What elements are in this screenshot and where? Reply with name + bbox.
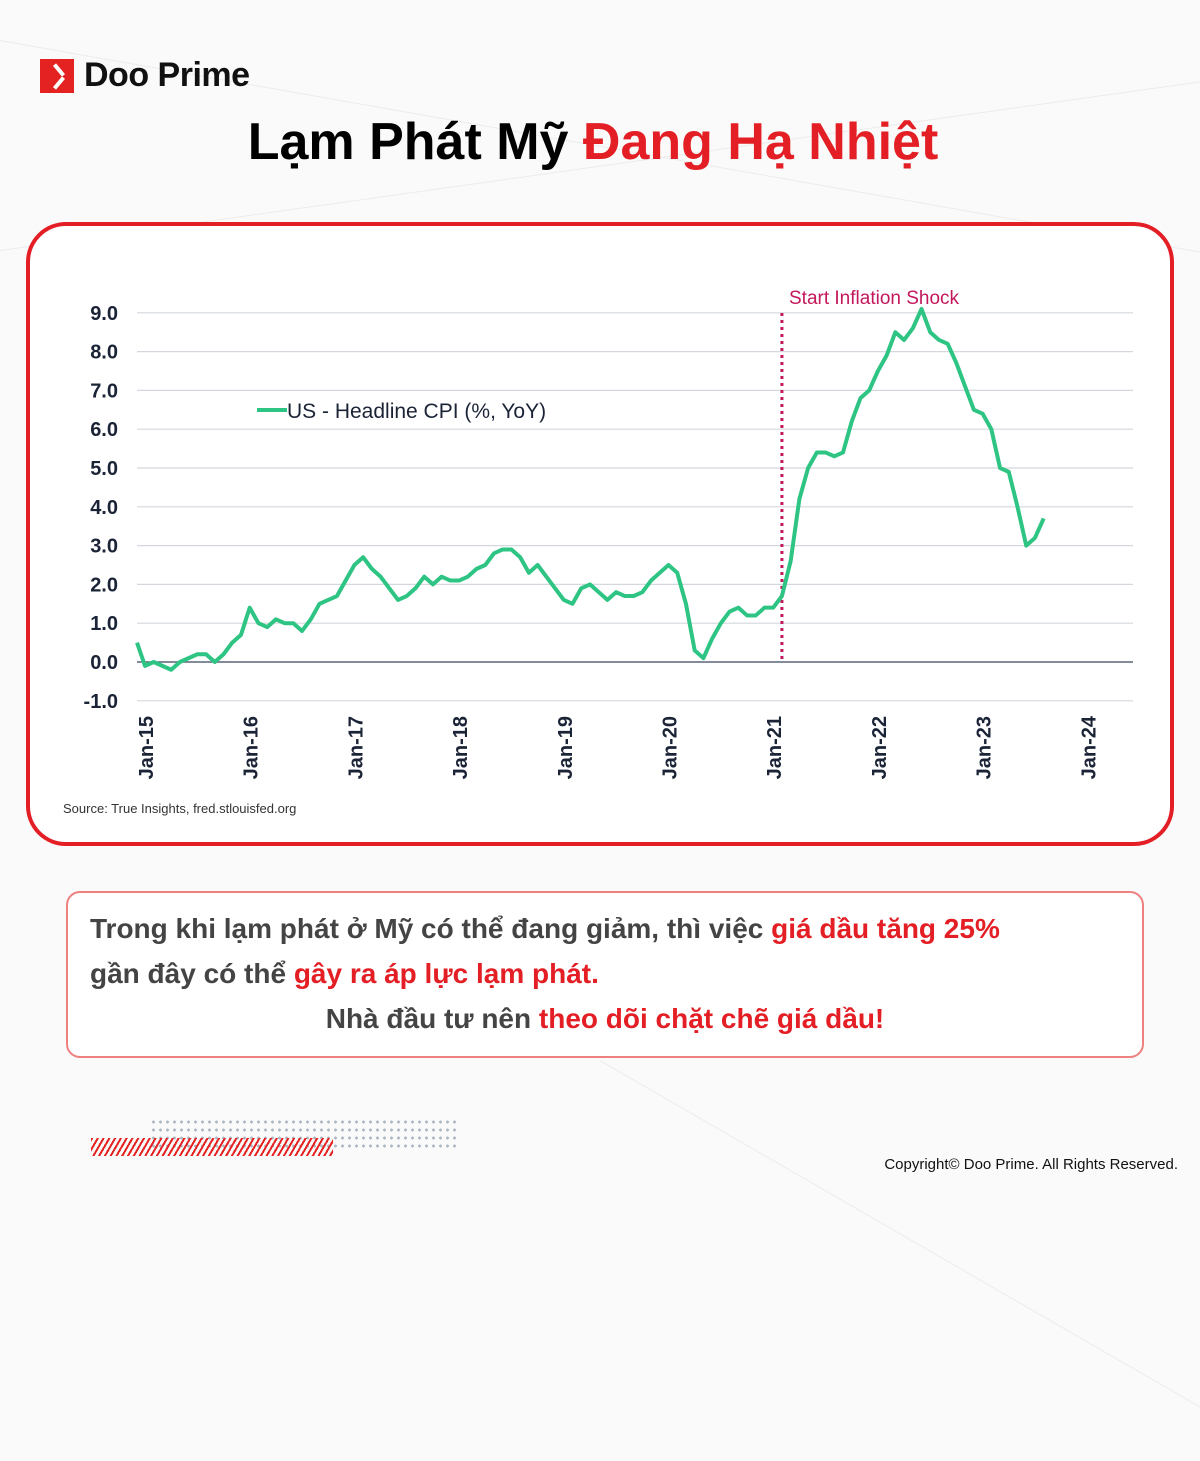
decorative-hatch bbox=[91, 1138, 333, 1156]
x-tick-label: Jan-22 bbox=[869, 716, 891, 779]
x-tick-label: Jan-20 bbox=[660, 716, 682, 779]
x-tick-label: Jan-17 bbox=[345, 716, 367, 779]
x-tick-label: Jan-24 bbox=[1078, 715, 1100, 779]
legend-label: US - Headline CPI (%, YoY) bbox=[287, 400, 546, 423]
x-tick-label: Jan-15 bbox=[136, 716, 158, 779]
message-line-1: Trong khi lạm phát ở Mỹ có thể đang giảm… bbox=[90, 913, 1000, 945]
y-tick-label: 0.0 bbox=[90, 652, 118, 674]
copyright: Copyright© Doo Prime. All Rights Reserve… bbox=[884, 1156, 1178, 1173]
y-tick-label: 3.0 bbox=[90, 536, 118, 558]
x-tick-label: Jan-18 bbox=[450, 716, 472, 779]
message-line-3: Nhà đầu tư nên theo dõi chặt chẽ giá dầu… bbox=[68, 1003, 1142, 1035]
message-text: Trong khi lạm phát ở Mỹ có thể đang giảm… bbox=[90, 913, 771, 944]
y-tick-label: 6.0 bbox=[90, 419, 118, 441]
y-tick-label: 8.0 bbox=[90, 342, 118, 364]
annotation-label: Start Inflation Shock bbox=[789, 288, 960, 309]
message-highlight: giá dầu tăng 25% bbox=[771, 913, 1000, 944]
y-tick-label: 2.0 bbox=[90, 574, 118, 596]
x-tick-label: Jan-23 bbox=[974, 716, 996, 779]
y-tick-label: 4.0 bbox=[90, 497, 118, 519]
cpi-series-line bbox=[137, 309, 1044, 670]
message-highlight: theo dõi chặt chẽ giá dầu! bbox=[539, 1003, 884, 1034]
chart-source: Source: True Insights, fred.stlouisfed.o… bbox=[63, 801, 296, 816]
message-text: Nhà đầu tư nên bbox=[326, 1003, 539, 1034]
message-line-2: gần đây có thể gây ra áp lực lạm phát. bbox=[90, 958, 599, 990]
message-box: Trong khi lạm phát ở Mỹ có thể đang giảm… bbox=[66, 891, 1144, 1058]
y-tick-label: 1.0 bbox=[90, 613, 118, 635]
message-highlight: gây ra áp lực lạm phát. bbox=[294, 958, 599, 989]
x-tick-label: Jan-21 bbox=[764, 716, 786, 779]
y-tick-label: 7.0 bbox=[90, 380, 118, 402]
y-tick-label: 5.0 bbox=[90, 458, 118, 480]
message-text: gần đây có thể bbox=[90, 958, 294, 989]
x-tick-label: Jan-19 bbox=[555, 716, 577, 779]
y-tick-label: -1.0 bbox=[84, 691, 118, 713]
y-tick-label: 9.0 bbox=[90, 303, 118, 325]
x-tick-label: Jan-16 bbox=[241, 716, 263, 779]
